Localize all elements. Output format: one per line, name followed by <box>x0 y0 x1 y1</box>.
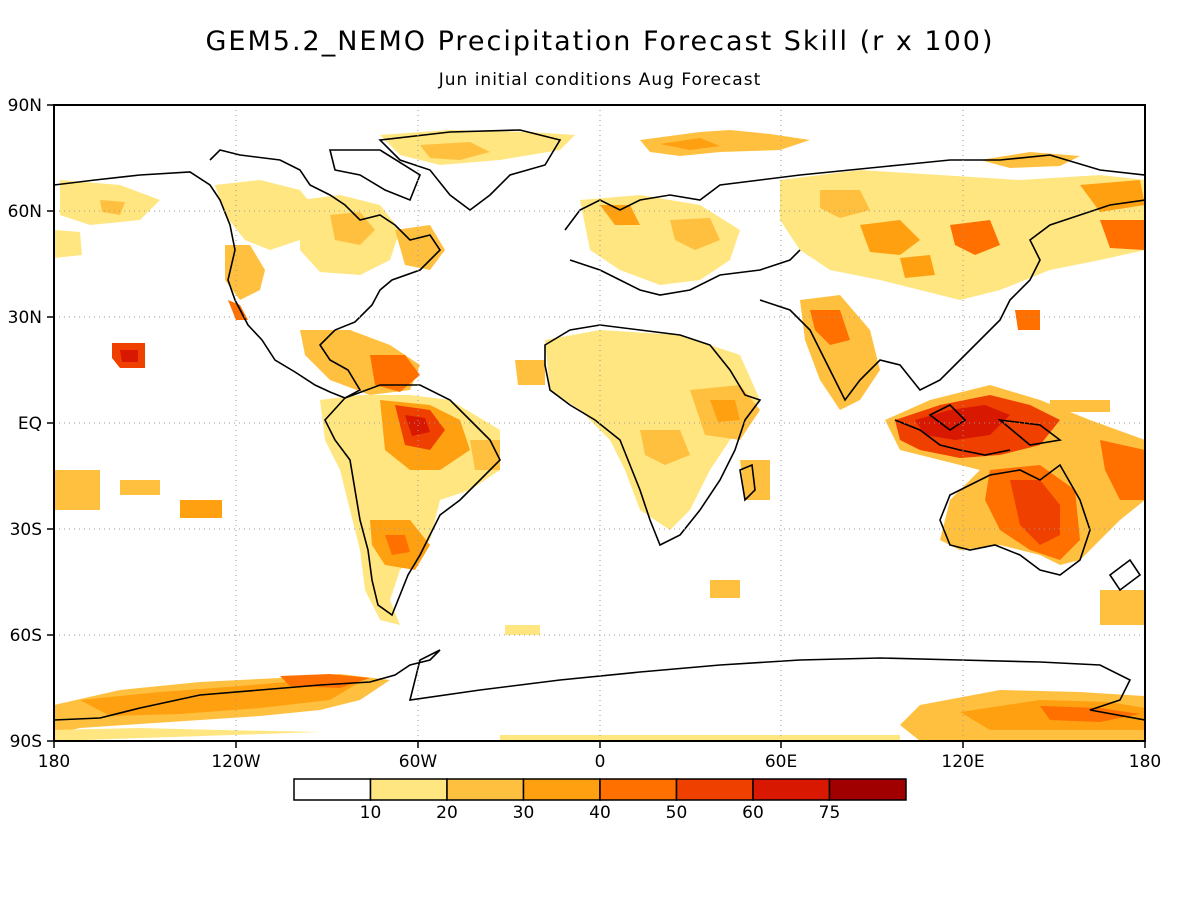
color-legend: 10 20 30 40 50 60 75 <box>293 778 907 823</box>
legend-swatch <box>752 778 831 801</box>
lon-label-180w: 180 <box>38 752 70 772</box>
longitude-labels: 180 120W 60W 0 60E 120E 180 <box>38 752 1161 772</box>
lat-label-90n: 90N <box>8 96 42 116</box>
lat-label-60s: 60S <box>10 626 42 646</box>
lon-label-60e: 60E <box>765 752 797 772</box>
lat-lon-grid <box>54 105 1145 741</box>
legend-label: 75 <box>819 803 841 823</box>
legend-label: 50 <box>666 803 688 823</box>
lon-label-120e: 120E <box>941 752 984 772</box>
legend-label: 30 <box>513 803 535 823</box>
legend-swatch <box>675 778 754 801</box>
coastlines <box>54 129 1145 721</box>
lat-label-eq: EQ <box>18 414 42 434</box>
legend-swatch <box>293 778 372 801</box>
lon-label-120w: 120W <box>211 752 260 772</box>
lat-label-90s: 90S <box>10 732 42 752</box>
legend-swatch <box>599 778 678 801</box>
lon-label-180e: 180 <box>1129 752 1161 772</box>
legend-label: 20 <box>436 803 458 823</box>
legend-label: 40 <box>589 803 611 823</box>
legend-swatch <box>446 778 525 801</box>
lat-label-30n: 30N <box>8 308 42 328</box>
latitude-labels: 90N 60N 30N EQ 30S 60S 90S <box>8 96 42 752</box>
legend-swatch <box>522 778 601 801</box>
map-title: GEM5.2_NEMO Precipitation Forecast Skill… <box>205 26 995 57</box>
legend-label: 10 <box>360 803 382 823</box>
lon-label-60w: 60W <box>399 752 438 772</box>
lat-label-60n: 60N <box>8 202 42 222</box>
legend-swatch <box>369 778 448 801</box>
lat-label-30s: 30S <box>10 520 42 540</box>
map-subtitle: Jun initial conditions Aug Forecast <box>438 70 762 90</box>
legend-swatch <box>828 778 907 801</box>
lon-label-0: 0 <box>595 752 606 772</box>
legend-label: 60 <box>742 803 764 823</box>
